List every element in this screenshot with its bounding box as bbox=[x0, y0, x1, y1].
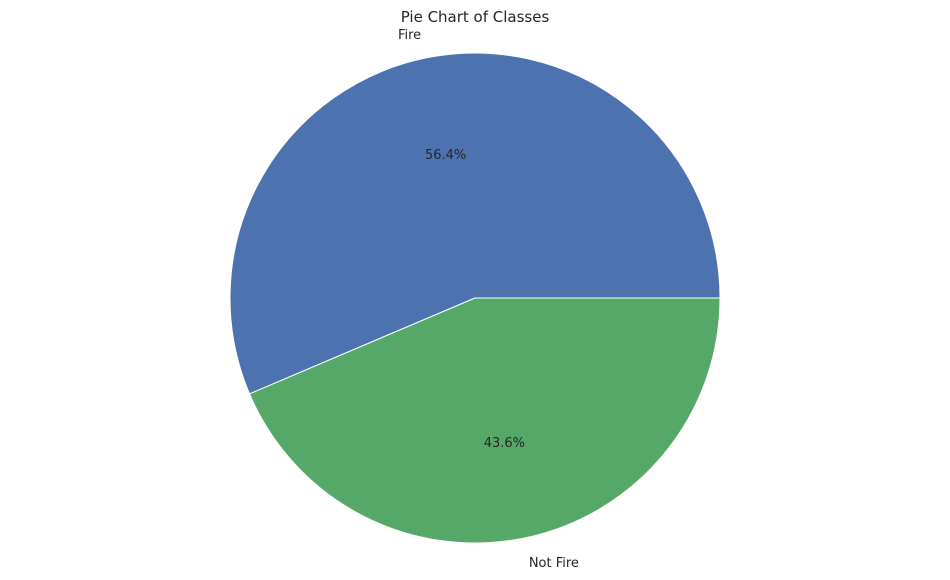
pie-slices bbox=[229, 52, 721, 544]
slice-label-not-fire: Not Fire bbox=[529, 556, 579, 571]
slice-label-fire: Fire bbox=[398, 28, 421, 43]
pie-labels: 56.4% Fire 43.6% Not Fire bbox=[398, 28, 579, 571]
pie-slice-fire bbox=[229, 52, 721, 395]
percent-label-not-fire: 43.6% bbox=[484, 436, 525, 451]
percent-label-fire: 56.4% bbox=[425, 148, 466, 163]
chart-title: Pie Chart of Classes bbox=[401, 8, 550, 26]
pie-slice-not-fire bbox=[248, 297, 721, 544]
